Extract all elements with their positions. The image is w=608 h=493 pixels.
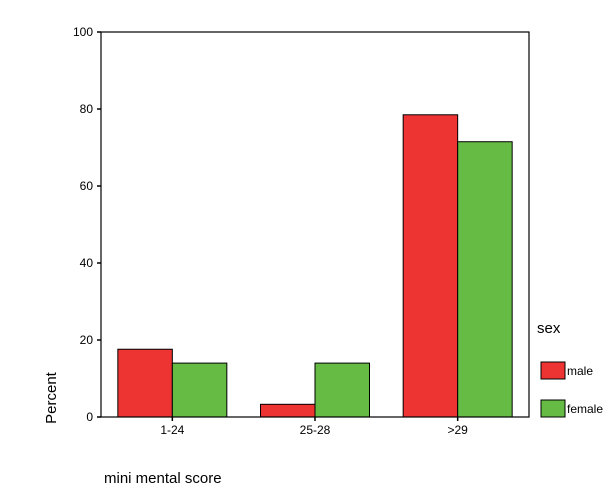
bar-male-2 [402,114,459,418]
x-axis-title: mini mental score [104,470,222,487]
bar-female-1 [314,362,370,418]
legend-label-male: male [567,364,593,378]
bar-male-0 [117,348,173,418]
bars [117,114,513,418]
legend-label-female: female [567,402,603,416]
legend-swatch-female [540,399,566,418]
y-tick-label: 0 [86,410,93,424]
y-axis-title: Percent [43,371,60,424]
y-axis: 0 20 40 60 80 100 [73,25,101,424]
bar-male-1 [260,403,316,418]
legend-title: sex [537,320,561,337]
x-tick-label: 1-24 [160,423,184,437]
y-tick-label: 60 [80,179,94,193]
x-tick-label: 25-28 [300,423,331,437]
x-tick-label: >29 [447,423,468,437]
y-tick-label: 100 [73,25,93,39]
x-axis: 1-24 25-28 >29 [160,417,468,437]
bar-female-0 [171,362,228,418]
legend: male female [540,361,603,418]
legend-swatch-male [540,361,566,380]
y-tick-label: 20 [80,333,94,347]
y-tick-label: 40 [80,256,94,270]
y-tick-label: 80 [80,102,94,116]
bar-female-2 [457,141,513,418]
